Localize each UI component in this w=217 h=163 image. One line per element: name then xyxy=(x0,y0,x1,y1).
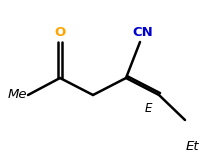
Text: Et: Et xyxy=(185,140,199,153)
Text: Me: Me xyxy=(8,89,27,102)
Text: E: E xyxy=(144,102,152,114)
Text: O: O xyxy=(54,26,66,39)
Text: CN: CN xyxy=(133,26,153,39)
